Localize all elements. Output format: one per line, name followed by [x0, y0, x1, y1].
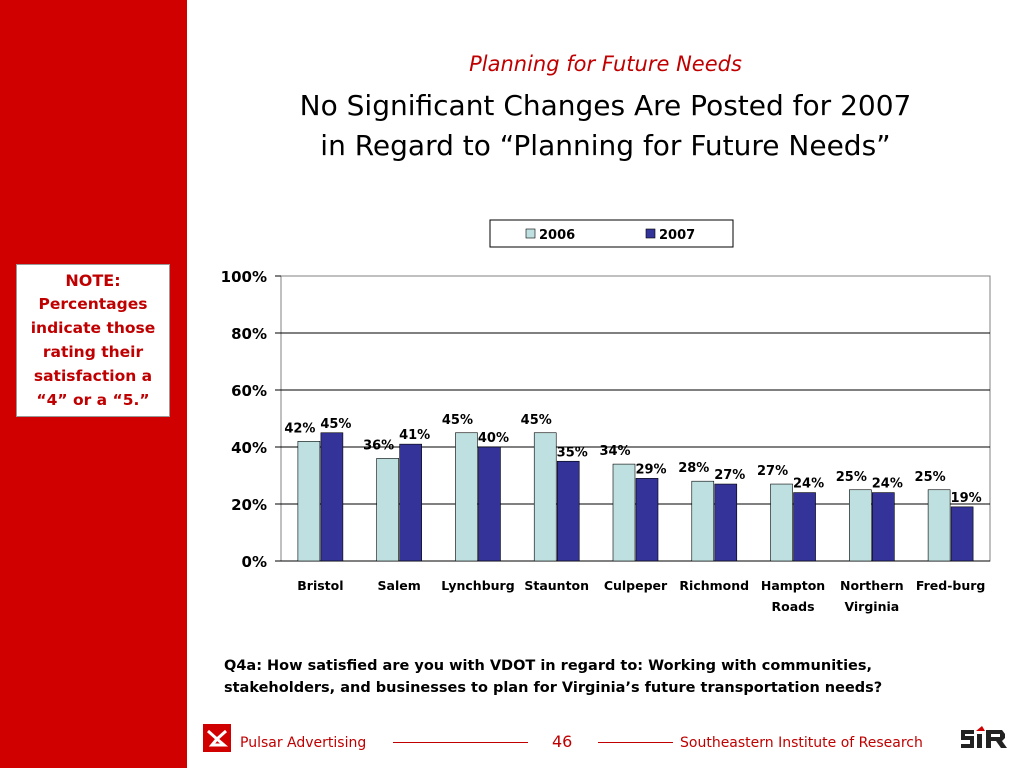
note-line: indicate those [30, 318, 156, 337]
bar-2007 [714, 483, 738, 562]
x-tick-label: Roads [772, 599, 815, 614]
footer-divider-right [598, 742, 673, 743]
legend-swatch [645, 228, 656, 239]
pulsar-logo-icon [203, 724, 231, 752]
x-tick-label: Fred-burg [916, 578, 985, 593]
legend-swatch [525, 228, 536, 239]
x-tick-label: Salem [378, 578, 421, 593]
data-label-2006: 28% [678, 461, 709, 476]
bar-2006 [849, 489, 872, 562]
note-line: rating their [42, 342, 144, 361]
x-tick-label: Virginia [844, 599, 899, 614]
bar-2006 [770, 483, 793, 562]
data-label-2007: 27% [714, 468, 745, 483]
data-label-2006: 34% [599, 444, 630, 459]
y-tick-label: 0% [242, 553, 267, 571]
data-label-2006: 25% [836, 470, 867, 485]
data-label-2007: 24% [872, 477, 903, 492]
legend-label: 2006 [539, 228, 575, 243]
y-tick-label: 100% [221, 268, 267, 286]
data-label-2007: 35% [557, 445, 588, 460]
bar-2006 [376, 458, 399, 562]
bar-2007 [872, 492, 895, 562]
page-number: 46 [552, 732, 573, 751]
bar-2006 [612, 463, 636, 562]
title-line-2: in Regard to “Planning for Future Needs” [320, 129, 891, 162]
survey-question: Q4a: How satisfied are you with VDOT in … [224, 655, 1004, 699]
footer-company-left: Pulsar Advertising [240, 735, 367, 751]
x-tick-label: Hampton [761, 578, 825, 593]
question-line-2: stakeholders, and businesses to plan for… [224, 680, 883, 696]
y-tick-label: 60% [231, 382, 267, 400]
note-line: satisfaction a [33, 366, 153, 385]
sir-logo-icon [961, 726, 1007, 748]
x-tick-label: Richmond [679, 578, 749, 593]
data-label-2007: 19% [951, 491, 982, 506]
x-tick-label: Bristol [297, 578, 343, 593]
footer-company-right: Southeastern Institute of Research [680, 735, 923, 751]
bar-chart: 0% 20% 40% 60% 80% 100% 42% 45% Bristol 36% 41% Sal… [221, 219, 991, 614]
y-tick-label: 20% [231, 496, 267, 514]
note-title: NOTE: [65, 270, 121, 290]
data-label-2007: 29% [635, 462, 666, 477]
y-tick-label: 80% [231, 325, 267, 343]
slide-subtitle: Planning for Future Needs [469, 52, 742, 76]
bar-2006 [927, 489, 951, 562]
x-tick-label: Lynchburg [441, 578, 514, 593]
y-tick-label: 40% [231, 439, 267, 457]
bar-2007 [635, 478, 659, 562]
slide-title: No Significant Changes Are Posted for 20… [187, 86, 1024, 166]
bar-2006 [533, 432, 557, 562]
note-line: Percentages [38, 294, 148, 313]
data-label-2006: 45% [521, 413, 552, 428]
data-label-2006: 36% [363, 438, 394, 453]
data-label-2006: 25% [915, 470, 946, 485]
bar-2007 [320, 432, 344, 562]
data-label-2007: 40% [478, 431, 509, 446]
question-line-1: Q4a: How satisfied are you with VDOT in … [224, 658, 873, 674]
x-tick-label: Northern [840, 578, 904, 593]
bar-2007 [556, 460, 580, 562]
bar-2006 [297, 441, 321, 562]
bar-2007 [950, 506, 974, 562]
footer-divider-left [393, 742, 528, 743]
data-label-2007: 41% [399, 428, 430, 443]
title-line-1: No Significant Changes Are Posted for 20… [299, 89, 912, 122]
bar-2007 [478, 446, 501, 562]
x-tick-label: Staunton [524, 578, 589, 593]
x-tick-label: Culpeper [604, 578, 668, 593]
bar-2007 [399, 443, 422, 562]
legend-label: 2007 [659, 228, 695, 243]
bar-2006 [455, 432, 478, 562]
bar-2006 [691, 480, 715, 562]
data-label-2006: 42% [284, 421, 315, 436]
note-line: “4” or a “5.” [36, 390, 150, 409]
data-label-2006: 27% [757, 464, 788, 479]
data-label-2006: 45% [442, 413, 473, 428]
data-label-2007: 24% [793, 477, 824, 492]
note-box: NOTE: Percentages indicate those rating … [16, 264, 170, 417]
data-label-2007: 45% [320, 417, 351, 432]
bar-2007 [793, 492, 816, 562]
note-body: Percentages indicate those rating their … [31, 292, 156, 412]
